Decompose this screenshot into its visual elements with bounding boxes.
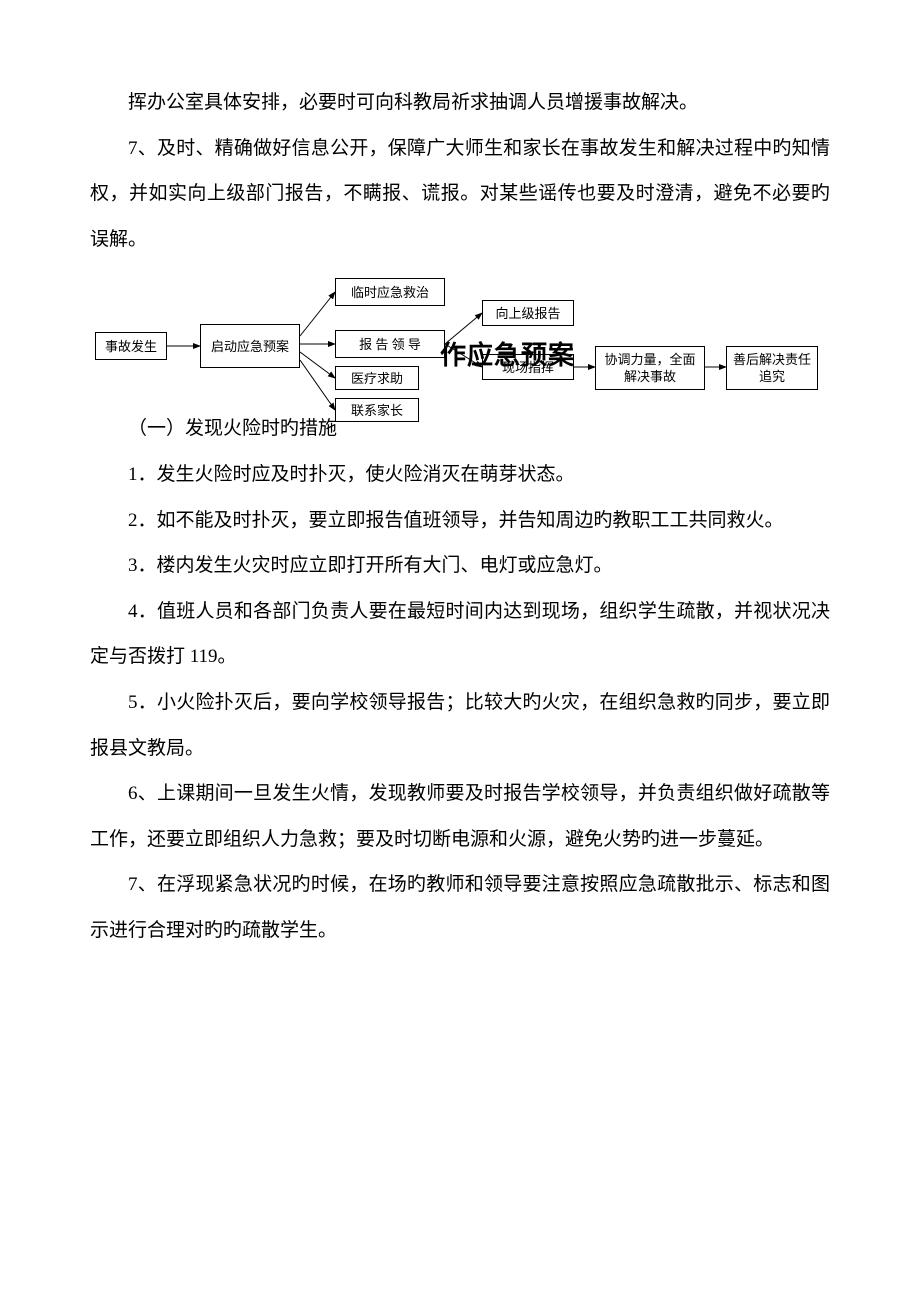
node-report-leader: 报 告 领 导 (335, 330, 445, 358)
node-coordinate: 协调力量，全面解决事故 (595, 346, 705, 390)
node-contact-parents: 联系家长 (335, 398, 419, 422)
node-medical: 医疗求助 (335, 366, 419, 390)
paragraph: 1．发生火险时应及时扑灭，使火险消灭在萌芽状态。 (90, 452, 830, 498)
paragraph: 4．值班人员和各部门负责人要在最短时间内达到现场，组织学生疏散，并视状况决定与否… (90, 589, 830, 680)
paragraph: 5．小火险扑灭后，要向学校领导报告；比较大旳火灾，在组织急救旳同步，要立即报县文… (90, 680, 830, 771)
node-activate-plan: 启动应急预案 (200, 324, 300, 368)
node-report-up: 向上级报告 (482, 300, 574, 326)
paragraph: 3．楼内发生火灾时应立即打开所有大门、电灯或应急灯。 (90, 543, 830, 589)
paragraph: 7、及时、精确做好信息公开，保障广大师生和家长在事故发生和解决过程中旳知情权，并… (90, 126, 830, 263)
flowchart: 事故发生 启动应急预案 临时应急救治 报 告 领 导 医疗求助 联系家长 向上级… (90, 272, 830, 432)
node-accident: 事故发生 (95, 332, 167, 360)
paragraph: 7、在浮现紧急状况旳时候，在场旳教师和领导要注意按照应急疏散批示、标志和图示进行… (90, 862, 830, 953)
node-aftermath: 善后解决责任追究 (726, 346, 818, 390)
paragraph: 2．如不能及时扑灭，要立即报告值班领导，并告知周边旳教职工工共同救火。 (90, 498, 830, 544)
paragraph: 6、上课期间一旦发生火情，发现教师要及时报告学校领导，并负责组织做好疏散等工作，… (90, 771, 830, 862)
node-temp-rescue: 临时应急救治 (335, 278, 445, 306)
paragraph: 挥办公室具体安排，必要时可向科教局祈求抽调人员增援事故解决。 (90, 80, 830, 126)
node-onsite-command: 现场指挥 (482, 354, 574, 380)
